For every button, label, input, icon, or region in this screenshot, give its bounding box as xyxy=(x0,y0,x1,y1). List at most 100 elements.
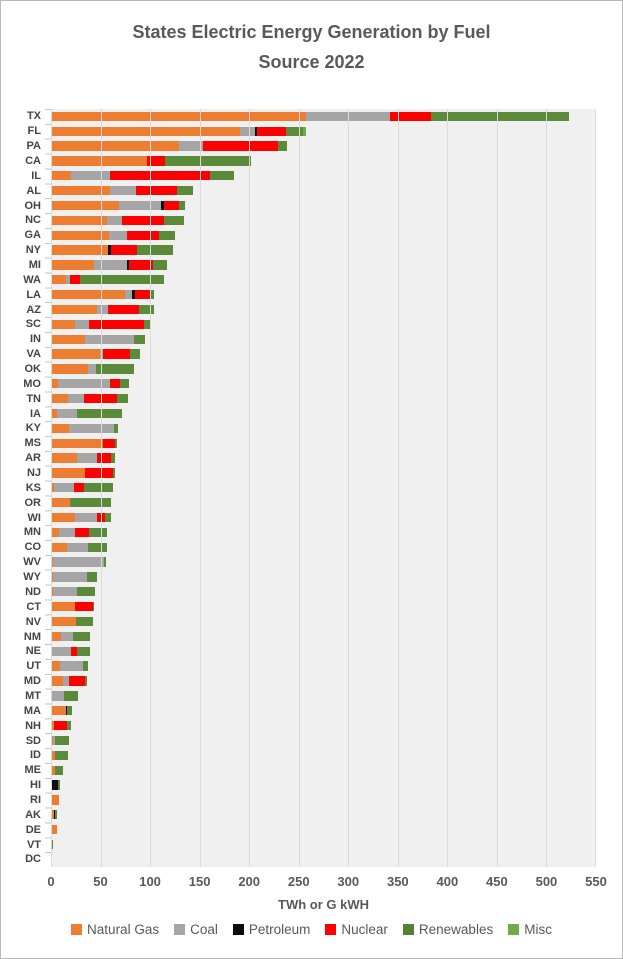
bar-segment-natural-gas-OK xyxy=(51,364,88,374)
bar-row-WI xyxy=(51,510,596,525)
stacked-bar-AR xyxy=(51,453,596,463)
bar-segment-renewables-PA xyxy=(277,141,287,151)
bar-segment-renewables-IA xyxy=(76,408,123,419)
bar-segment-renewables-WY xyxy=(86,572,97,582)
chart-title: States Electric Energy Generation by Fue… xyxy=(1,17,622,77)
stacked-bar-DE xyxy=(51,824,596,835)
stacked-bar-GA xyxy=(51,230,596,240)
y-label-MI: MI xyxy=(28,259,41,272)
stacked-bar-CO xyxy=(51,542,596,552)
bar-segment-natural-gas-RI xyxy=(51,795,59,805)
stacked-bar-VA xyxy=(51,349,596,359)
bar-segment-renewables-NV xyxy=(75,616,93,627)
bar-row-TX xyxy=(51,109,596,124)
stacked-bar-KS xyxy=(51,483,596,493)
bar-segment-renewables-ME xyxy=(54,765,63,775)
bar-segment-renewables-NC xyxy=(163,215,184,225)
y-label-WV: WV xyxy=(23,556,41,569)
stacked-bar-CA xyxy=(51,156,596,166)
bar-segment-renewables-NJ xyxy=(113,468,116,478)
bar-row-CA xyxy=(51,154,596,169)
bar-segment-natural-gas-OR xyxy=(51,498,70,508)
bar-segment-renewables-WI xyxy=(105,512,112,523)
stacked-bar-NE xyxy=(51,646,596,656)
bar-row-MT xyxy=(51,689,596,704)
stacked-bar-AK xyxy=(51,810,596,820)
legend-swatch-misc-icon xyxy=(508,924,520,935)
bar-segment-renewables-AL xyxy=(176,185,193,196)
bar-row-NV xyxy=(51,614,596,629)
y-label-AL: AL xyxy=(26,184,41,197)
bar-segment-natural-gas-WI xyxy=(51,512,75,523)
y-label-CT: CT xyxy=(26,600,41,613)
bar-segment-natural-gas-CT xyxy=(51,602,75,612)
legend-label: Nuclear xyxy=(341,922,388,937)
stacked-bar-UT xyxy=(51,661,596,671)
bar-row-MI xyxy=(51,258,596,273)
y-label-NC: NC xyxy=(25,214,41,227)
bar-segment-natural-gas-MO xyxy=(51,379,58,389)
bar-row-FL xyxy=(51,124,596,139)
bar-segment-nuclear-AZ xyxy=(108,304,140,315)
stacked-bar-IA xyxy=(51,408,596,419)
bar-segment-nuclear-VA xyxy=(102,349,131,359)
bar-segment-renewables-NY xyxy=(137,245,173,255)
bar-segment-natural-gas-GA xyxy=(51,230,110,240)
bar-segment-natural-gas-NM xyxy=(51,631,61,642)
bar-segment-renewables-MO xyxy=(120,379,130,389)
bar-row-SC xyxy=(51,317,596,332)
bar-segment-renewables-GA xyxy=(158,230,175,240)
y-label-SD: SD xyxy=(25,734,41,747)
bar-segment-natural-gas-ME xyxy=(51,765,55,775)
stacked-bar-NY xyxy=(51,245,596,255)
stacked-bar-IN xyxy=(51,334,596,344)
bar-segment-nuclear-IL xyxy=(110,171,210,181)
bar-segment-coal-PA xyxy=(178,141,203,151)
y-label-OK: OK xyxy=(24,363,42,376)
y-label-WA: WA xyxy=(23,273,41,286)
bar-row-CT xyxy=(51,599,596,614)
y-label-NM: NM xyxy=(23,630,41,643)
bar-segment-nuclear-NH xyxy=(53,720,67,731)
bar-segment-coal-CO xyxy=(66,542,88,552)
gridline-150 xyxy=(199,109,201,867)
legend-item-coal: Coal xyxy=(174,922,218,937)
y-label-ME: ME xyxy=(24,764,42,777)
bar-segment-coal-WY xyxy=(52,572,87,582)
bar-segment-coal-WA xyxy=(65,275,70,285)
stacked-bar-MS xyxy=(51,438,596,448)
x-tick-350: 350 xyxy=(386,874,409,889)
legend: Natural Gas Coal Petroleum Nuclear Renewable… xyxy=(1,922,622,937)
bar-segment-natural-gas-IN xyxy=(51,334,85,344)
bar-segment-petroleum-FL xyxy=(255,126,258,136)
x-tick-50: 50 xyxy=(93,874,108,889)
bar-segment-natural-gas-NJ xyxy=(51,468,85,478)
y-label-RI: RI xyxy=(30,793,41,806)
stacked-bar-NC xyxy=(51,215,596,225)
gridline-250 xyxy=(298,109,300,867)
y-label-UT: UT xyxy=(26,660,41,673)
bar-segment-coal-OK xyxy=(87,364,96,374)
bar-segment-renewables-TN xyxy=(117,394,129,404)
x-tick-500: 500 xyxy=(535,874,558,889)
stacked-bar-ND xyxy=(51,587,596,597)
bar-row-AR xyxy=(51,451,596,466)
y-label-GA: GA xyxy=(24,229,42,242)
bar-segment-natural-gas-MN xyxy=(51,527,59,538)
legend-swatch-renewables-icon xyxy=(402,924,414,935)
stacked-bar-OK xyxy=(51,364,596,374)
bar-row-RI xyxy=(51,793,596,808)
bar-segment-coal-SC xyxy=(74,319,89,330)
legend-item-petroleum: Petroleum xyxy=(232,922,310,937)
stacked-bar-LA xyxy=(51,290,596,300)
bar-row-DE xyxy=(51,822,596,837)
bar-segment-renewables-UT xyxy=(82,661,88,671)
bar-segment-nuclear-MO xyxy=(110,379,121,389)
y-label-AK: AK xyxy=(25,808,41,821)
bar-row-IA xyxy=(51,406,596,421)
y-label-VA: VA xyxy=(26,348,41,361)
bar-segment-natural-gas-PA xyxy=(51,141,179,151)
stacked-bar-NH xyxy=(51,720,596,731)
legend-item-misc: Misc xyxy=(508,922,552,937)
bar-row-IN xyxy=(51,332,596,347)
